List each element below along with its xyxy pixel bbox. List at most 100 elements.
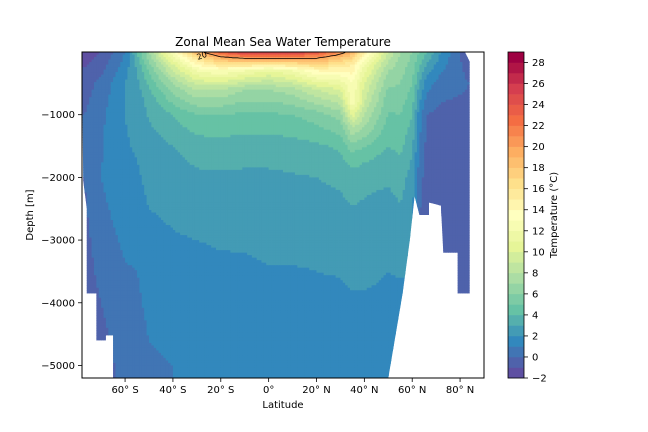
field-cell	[82, 97, 85, 101]
field-cell	[89, 172, 93, 176]
field-cell	[101, 235, 105, 239]
field-cell	[93, 282, 97, 286]
field-cell	[101, 332, 105, 336]
field-cell	[89, 207, 93, 211]
field-cell	[93, 245, 97, 249]
field-cell	[93, 127, 97, 131]
field-cell	[93, 182, 97, 186]
field-cell	[89, 94, 93, 98]
field-cell	[101, 209, 105, 214]
field-cell	[103, 72, 107, 76]
field-cell	[93, 267, 97, 271]
field-cell	[98, 209, 102, 214]
field-cell	[101, 225, 105, 229]
field-cell	[96, 119, 100, 123]
field-cell	[101, 305, 105, 309]
field-cell	[93, 240, 97, 244]
field-cell	[86, 167, 90, 171]
field-cell	[103, 172, 107, 176]
field-cell	[101, 275, 105, 279]
field-cell	[86, 247, 90, 251]
field-cell	[98, 79, 102, 83]
field-cell	[84, 122, 88, 126]
field-cell	[93, 147, 97, 151]
field-cell	[93, 235, 97, 239]
field-cell	[84, 94, 88, 98]
field-cell	[101, 157, 105, 161]
field-cell	[84, 62, 88, 66]
field-cell	[86, 104, 90, 108]
field-cell	[96, 297, 100, 301]
field-cell	[91, 212, 95, 216]
field-cell	[91, 199, 95, 204]
field-cell	[86, 77, 90, 81]
field-cell	[86, 164, 90, 168]
field-cell	[89, 162, 93, 166]
field-cell	[96, 172, 100, 176]
field-cell	[89, 159, 93, 163]
field-cell	[86, 260, 90, 264]
field-cell	[84, 137, 88, 141]
field-cell	[101, 247, 105, 251]
field-cell	[91, 169, 95, 173]
field-cell	[91, 94, 95, 98]
field-cell	[91, 107, 95, 111]
field-cell	[89, 204, 93, 209]
field-cell	[93, 222, 97, 226]
field-cell	[91, 72, 95, 76]
field-cell	[101, 77, 105, 81]
field-cell	[82, 107, 85, 111]
field-cell	[103, 67, 107, 71]
field-cell	[96, 265, 100, 269]
field-cell	[86, 209, 90, 214]
field-cell	[86, 117, 90, 121]
field-cell	[98, 252, 102, 256]
field-cell	[91, 189, 95, 194]
field-cell	[96, 134, 100, 138]
field-cell	[91, 112, 95, 116]
field-cell	[98, 107, 102, 111]
field-cell	[84, 89, 88, 93]
field-cell	[86, 109, 90, 113]
field-cell	[96, 312, 100, 316]
field-cell	[101, 59, 105, 63]
field-cell	[98, 220, 102, 224]
field-cell	[93, 109, 97, 113]
field-cell	[84, 109, 88, 113]
field-cell	[98, 154, 102, 158]
field-cell	[96, 147, 100, 151]
field-cell	[101, 312, 105, 316]
field-cell	[96, 277, 100, 281]
field-cell	[82, 82, 85, 86]
field-cell	[96, 179, 100, 183]
field-cell	[98, 62, 102, 66]
field-cell	[101, 270, 105, 274]
field-cell	[93, 54, 97, 58]
field-cell	[98, 99, 102, 103]
field-cell	[96, 82, 100, 86]
field-cell	[98, 267, 102, 271]
field-cell	[96, 129, 100, 133]
field-cell	[101, 212, 105, 216]
field-cell	[91, 255, 95, 259]
field-cell	[89, 189, 93, 194]
field-cell	[86, 129, 90, 133]
field-cell	[91, 74, 95, 78]
field-cell	[96, 227, 100, 231]
field-cell	[96, 162, 100, 166]
field-cell	[101, 182, 105, 186]
field-cell	[96, 225, 100, 229]
field-cell	[91, 209, 95, 214]
field-cell	[98, 247, 102, 251]
field-cell	[98, 327, 102, 331]
field-cell	[98, 77, 102, 81]
field-cell	[91, 104, 95, 108]
field-cell	[96, 94, 100, 98]
field-cell	[86, 177, 90, 181]
field-cell	[89, 194, 93, 199]
field-cell	[98, 280, 102, 284]
field-cell	[98, 132, 102, 136]
field-cell	[96, 177, 100, 181]
field-cell	[82, 174, 85, 178]
